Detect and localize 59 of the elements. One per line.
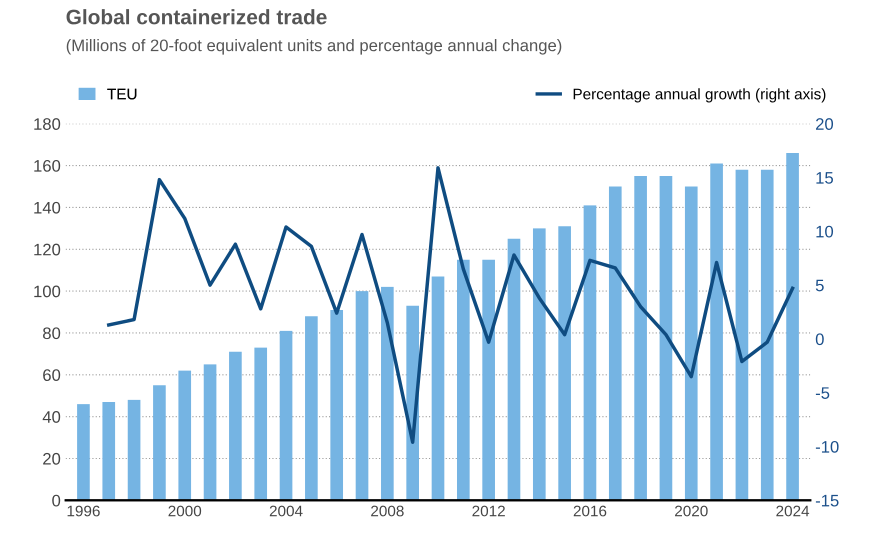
bar	[280, 330, 292, 500]
bar	[558, 226, 571, 500]
y-tick-label: 60	[43, 369, 60, 382]
bar	[786, 153, 799, 500]
y-tick-label: 100	[34, 286, 60, 298]
bar	[229, 352, 242, 500]
bar	[482, 260, 495, 500]
x-tick-label: 2024	[776, 506, 810, 516]
line-series	[107, 166, 794, 444]
bar	[102, 402, 116, 500]
bar	[432, 276, 444, 500]
bar	[77, 404, 90, 500]
y2-tick-label: -10	[816, 440, 839, 453]
bar	[305, 316, 318, 500]
bar	[508, 238, 520, 500]
y-tick-label: 140	[34, 202, 60, 214]
bar	[356, 291, 368, 500]
y2-tick-label: 20	[816, 118, 834, 130]
bar	[684, 186, 698, 500]
y2-tick-label: 10	[816, 226, 834, 238]
bar	[254, 348, 268, 500]
bar	[736, 170, 748, 500]
x-tick-label: 2016	[574, 506, 606, 516]
y2-tick-label: -15	[816, 494, 839, 507]
y2-tick-label: -5	[816, 387, 830, 399]
x-tick-label: 2004	[270, 506, 303, 516]
bar	[532, 228, 546, 500]
bar	[456, 260, 470, 500]
x-tick-label: 2008	[371, 506, 404, 516]
y-tick-label: 0	[52, 494, 60, 507]
y-tick-label: 180	[34, 118, 60, 130]
bar	[153, 385, 166, 500]
y-tick-label: 120	[34, 244, 60, 256]
legend-label: TEU	[107, 88, 136, 100]
bar	[660, 176, 672, 500]
legend-label: Percentage annual growth (right axis)	[574, 88, 826, 102]
x-tick-label: 2012	[472, 506, 505, 516]
x-tick-label: 2020	[675, 506, 708, 516]
bar	[710, 163, 723, 500]
bar	[760, 170, 774, 500]
y-tick-label: 20	[43, 452, 60, 465]
bar	[634, 176, 647, 500]
bar	[381, 286, 394, 500]
bar	[178, 370, 192, 500]
bar	[584, 205, 596, 500]
y2-tick-label: 0	[816, 333, 824, 346]
bar	[608, 186, 622, 500]
x-tick-label: 1996	[68, 506, 100, 516]
y-tick-label: 160	[34, 160, 60, 172]
bar	[330, 310, 344, 500]
bar	[128, 400, 140, 500]
y2-tick-label: 5	[816, 280, 824, 292]
y-tick-label: 80	[43, 327, 60, 340]
y2-tick-label: 15	[816, 172, 833, 184]
y-tick-label: 40	[42, 411, 60, 423]
chart-title: Global containerized trade	[66, 9, 327, 24]
x-tick-label: 2000	[168, 506, 202, 516]
chart-subtitle: (Millions of 20-foot equivalent units and percentage annual change)	[66, 39, 562, 55]
bar	[204, 364, 216, 500]
